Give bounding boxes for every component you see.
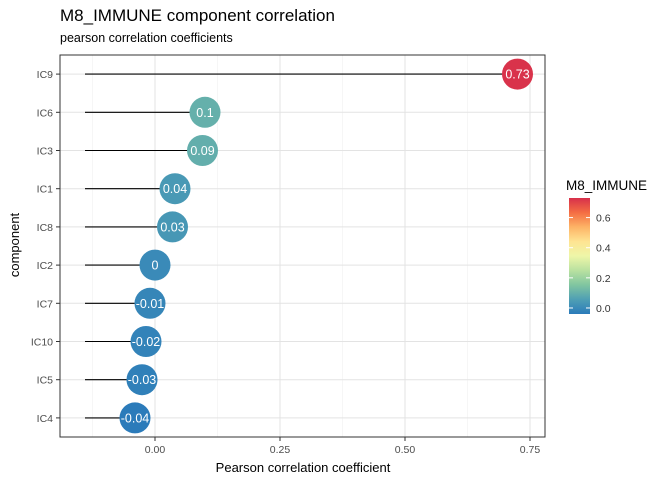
legend-tick-label: 0.2 <box>596 273 611 285</box>
y-tick-label: IC3 <box>37 146 54 158</box>
dot-value-label: 0.73 <box>505 68 529 82</box>
lollipop-dot <box>139 249 171 281</box>
dot-value-label: 0.03 <box>160 220 184 234</box>
lollipop-dot <box>134 287 166 319</box>
dot-value-label: 0 <box>152 259 159 273</box>
x-tick-label: 0.25 <box>270 444 291 456</box>
x-axis-ticks: 0.00 0.25 0.50 0.75 <box>145 437 541 456</box>
legend-colorbar <box>569 198 590 314</box>
dot-value-label: -0.02 <box>132 335 161 349</box>
dot-value-label: -0.04 <box>121 411 150 425</box>
chart-title: M8_IMMUNE component correlation <box>60 6 335 25</box>
panel-border <box>59 54 546 438</box>
lollipop-dot <box>159 173 191 205</box>
dot-value-label: 0.09 <box>190 144 214 158</box>
legend-tick-label: 0.0 <box>596 303 611 315</box>
color-legend: M8_IMMUNE 0.0 0.2 0.4 0.6 <box>566 178 647 315</box>
chart-subtitle: pearson correlation coefficients <box>60 31 233 45</box>
lollipop-dot <box>502 58 533 90</box>
x-tick-label: 0.75 <box>520 444 541 456</box>
lollipop-dot <box>187 135 218 166</box>
legend-title: M8_IMMUNE <box>566 178 647 193</box>
y-axis-title: component <box>7 212 22 277</box>
dot-value-label: 0.04 <box>163 182 187 196</box>
y-tick-label: IC8 <box>37 222 54 234</box>
y-tick-label: IC9 <box>37 69 54 81</box>
legend-tick-label: 0.4 <box>596 243 611 255</box>
x-tick-label: 0.50 <box>395 444 416 456</box>
x-tick-label: 0.00 <box>145 444 166 456</box>
dot-value-label: -0.01 <box>136 297 165 311</box>
lollipop-dot <box>130 326 162 357</box>
chart-marks: 0.73 0.1 0.09 0.04 0.03 0 -0.01 -0.02 -0.03 -0.04 <box>85 58 533 434</box>
y-tick-label: IC5 <box>37 375 54 387</box>
dot-value-label: -0.03 <box>128 373 157 387</box>
lollipop-dot <box>157 211 188 243</box>
legend-tick-label: 0.6 <box>596 213 611 225</box>
y-tick-label: IC7 <box>37 298 54 310</box>
lollipop-dot <box>126 364 158 396</box>
y-tick-label: IC2 <box>37 260 54 272</box>
y-tick-label: IC1 <box>37 184 54 196</box>
x-axis-title: Pearson correlation coefficient <box>216 460 391 475</box>
y-tick-label: IC4 <box>37 413 54 425</box>
y-tick-label: IC10 <box>31 337 53 349</box>
lollipop-dot <box>119 402 151 434</box>
lollipop-dot <box>189 96 221 128</box>
y-axis-ticks: IC9 IC6 IC3 IC1 IC8 IC2 IC7 IC10 IC5 IC4 <box>31 69 60 425</box>
y-tick-label: IC6 <box>37 107 54 119</box>
dot-value-label: 0.1 <box>196 106 213 120</box>
